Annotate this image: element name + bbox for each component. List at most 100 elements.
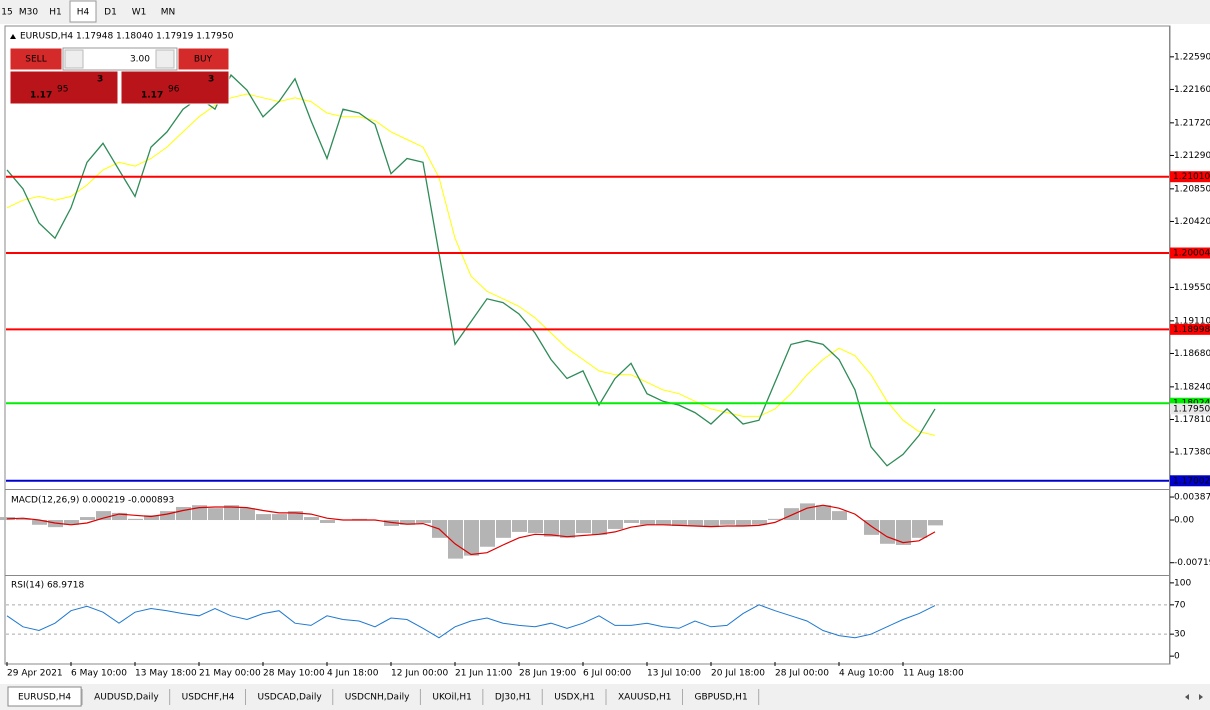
sell-price-big: 95 bbox=[57, 85, 68, 95]
x-tick-label: 13 May 18:00 bbox=[135, 669, 197, 679]
macd-bar bbox=[752, 520, 767, 525]
macd-bar bbox=[576, 520, 591, 534]
macd-bar bbox=[640, 520, 655, 525]
macd-bar bbox=[80, 517, 95, 521]
x-tick-label: 12 Jun 00:00 bbox=[391, 669, 448, 679]
sell-label: SELL bbox=[25, 55, 46, 65]
macd-bar bbox=[320, 520, 335, 523]
x-tick-label: 6 Jul 00:00 bbox=[583, 669, 632, 679]
macd-bar bbox=[608, 520, 623, 529]
macd-bar bbox=[880, 520, 895, 544]
toolbar bbox=[0, 0, 1210, 24]
volume-spin[interactable] bbox=[155, 49, 175, 69]
macd-bar bbox=[416, 520, 431, 523]
tab-label: USDX,H1 bbox=[554, 693, 595, 703]
y-tick-label: 1.17380 bbox=[1174, 448, 1210, 458]
y-tick-label: 1.18680 bbox=[1174, 349, 1210, 359]
tab-label: USDCAD,Daily bbox=[258, 693, 323, 703]
series-line bbox=[6, 504, 936, 556]
timeframe-button[interactable]: H1 bbox=[49, 8, 62, 18]
macd-bar bbox=[256, 514, 271, 521]
buy-button[interactable] bbox=[177, 47, 230, 71]
tab-label: USDCNH,Daily bbox=[345, 693, 410, 703]
macd-bar bbox=[160, 511, 175, 521]
macd-bar bbox=[224, 505, 239, 521]
macd-bar bbox=[528, 520, 543, 534]
x-tick-label: 4 Aug 10:00 bbox=[839, 669, 894, 679]
x-tick-label: 4 Jun 18:00 bbox=[327, 669, 379, 679]
macd-bar bbox=[304, 517, 319, 521]
macd-bar bbox=[624, 520, 639, 523]
level-label: 1.18998 bbox=[1173, 325, 1210, 335]
macd-bar bbox=[768, 518, 783, 521]
timeframe-button[interactable]: 15 bbox=[1, 8, 12, 18]
macd-bar bbox=[656, 520, 671, 525]
y-tick-label: 70 bbox=[1174, 600, 1186, 610]
y-tick-label: 1.21290 bbox=[1174, 151, 1210, 161]
x-tick-label: 21 May 00:00 bbox=[199, 669, 261, 679]
macd-bar bbox=[400, 520, 415, 525]
volume-box[interactable] bbox=[62, 47, 178, 71]
buy-price-box[interactable] bbox=[120, 70, 230, 105]
timeframe-button[interactable]: H4 bbox=[77, 8, 90, 18]
macd-bar bbox=[592, 520, 607, 535]
y-tick-label: 0 bbox=[1174, 652, 1180, 662]
buy-label: BUY bbox=[194, 55, 213, 65]
sell-price-sup: 3 bbox=[97, 75, 103, 85]
volume-spin[interactable] bbox=[64, 49, 84, 69]
y-tick-label: 1.19110 bbox=[1174, 316, 1210, 326]
x-tick-label: 28 Jul 00:00 bbox=[775, 669, 829, 679]
y-tick-label: 1.22160 bbox=[1174, 85, 1210, 95]
panel-title: RSI(14) 68.9718 bbox=[11, 581, 84, 591]
sell-price-box[interactable] bbox=[9, 70, 119, 105]
buy-price-sup: 3 bbox=[208, 75, 214, 85]
timeframe-button[interactable]: W1 bbox=[132, 8, 147, 18]
y-tick-label: 0.00 bbox=[1174, 516, 1194, 526]
series-line bbox=[6, 73, 936, 467]
timeframe-button[interactable]: D1 bbox=[104, 8, 117, 18]
level-label-box bbox=[1170, 171, 1210, 183]
level-label-box bbox=[1170, 247, 1210, 259]
macd-bar bbox=[736, 520, 751, 526]
chart-window bbox=[4, 25, 1171, 665]
macd-bar bbox=[448, 520, 463, 559]
macd-bar bbox=[192, 505, 207, 521]
x-tick-label: 20 Jul 18:00 bbox=[711, 669, 765, 679]
current-price-label: 1.17950 bbox=[1173, 404, 1210, 414]
level-label: 1.20004 bbox=[1173, 249, 1210, 259]
macd-bar bbox=[560, 520, 575, 538]
current-price-box bbox=[1170, 403, 1210, 415]
y-tick-label: 1.19550 bbox=[1174, 283, 1210, 293]
timeframe-button[interactable]: M30 bbox=[19, 8, 38, 18]
macd-bar bbox=[480, 520, 495, 547]
macd-bar bbox=[464, 520, 479, 556]
level-label-box bbox=[1170, 323, 1210, 335]
macd-bar bbox=[144, 515, 159, 521]
tab-label: UKOil,H1 bbox=[432, 693, 471, 703]
tab-label: GBPUSD,H1 bbox=[695, 693, 748, 703]
panel-title: MACD(12,26,9) 0.000219 -0.000893 bbox=[11, 496, 174, 506]
tab-scroll-right[interactable] bbox=[1199, 694, 1203, 700]
macd-bar bbox=[288, 511, 303, 521]
macd-bar bbox=[496, 520, 511, 538]
macd-bar bbox=[912, 520, 927, 538]
tab-label: EURUSD,H4 bbox=[18, 693, 71, 703]
macd-bar bbox=[112, 512, 127, 521]
level-label: 1.17002 bbox=[1173, 476, 1210, 486]
x-tick-label: 29 Apr 2021 bbox=[7, 669, 63, 679]
tab-scroll-left[interactable] bbox=[1185, 694, 1189, 700]
x-tick-label: 11 Aug 18:00 bbox=[903, 669, 964, 679]
timeframe-active bbox=[69, 0, 97, 23]
tab[interactable] bbox=[7, 686, 82, 707]
macd-bar bbox=[16, 518, 31, 521]
y-tick-label: 1.18240 bbox=[1174, 382, 1210, 392]
macd-bar bbox=[928, 520, 943, 526]
y-tick-label: 100 bbox=[1174, 578, 1191, 588]
sell-button[interactable] bbox=[9, 47, 63, 71]
y-tick-label: 1.20420 bbox=[1174, 217, 1210, 227]
tab-label: USDCHF,H4 bbox=[182, 693, 235, 703]
volume-value: 3.00 bbox=[130, 55, 150, 65]
timeframe-button[interactable]: MN bbox=[161, 8, 176, 18]
level-label: 1.21010 bbox=[1173, 172, 1210, 182]
